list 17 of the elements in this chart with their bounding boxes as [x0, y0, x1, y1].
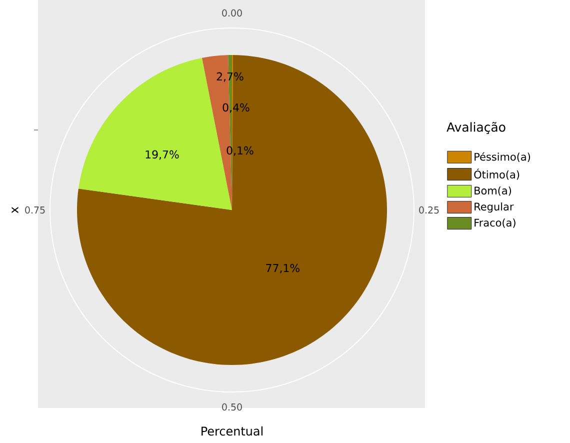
data-label: 19,7%	[146, 150, 179, 160]
legend-title: Avaliação	[446, 122, 506, 134]
text: Percentual	[202, 426, 262, 436]
data-label: 2,7%	[216, 72, 244, 82]
legend-label: Péssimo(a)	[474, 152, 530, 162]
data-label: 77,1%	[266, 264, 300, 274]
text: 0.25	[419, 206, 439, 214]
legend-label: Bom(a)	[474, 186, 512, 196]
text: 0.00	[222, 9, 242, 17]
legend-label: Regular	[474, 202, 514, 213]
text: 0.50	[222, 403, 242, 411]
text: 0.75	[25, 206, 45, 214]
legend-label: Ótimo(a)	[474, 168, 520, 180]
legend-label: Fraco(a)	[474, 218, 516, 228]
data-label: 0,4%	[222, 103, 250, 113]
data-label: 0,1%	[226, 146, 254, 156]
text: x	[12, 206, 18, 214]
